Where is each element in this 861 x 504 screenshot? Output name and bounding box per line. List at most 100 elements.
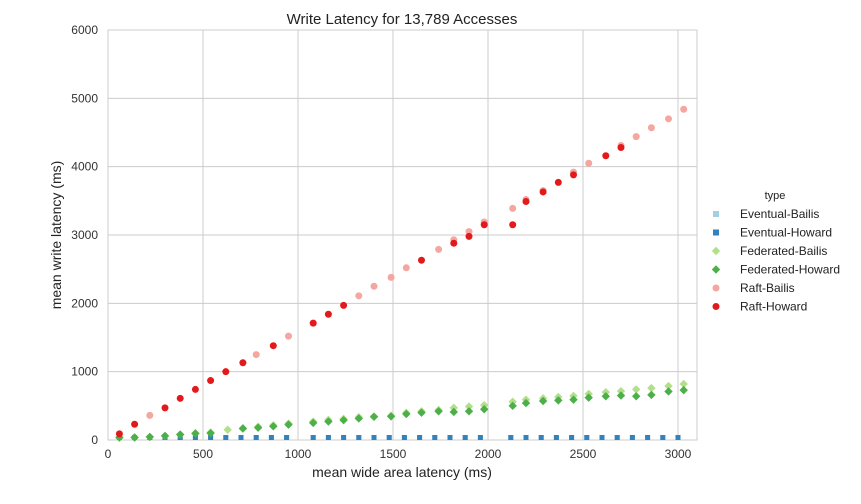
- data-point: [402, 264, 410, 272]
- data-point: [601, 392, 610, 401]
- data-point: [356, 435, 362, 440]
- legend-label: Eventual-Howard: [740, 226, 832, 240]
- legend-marker: [711, 246, 721, 256]
- data-point: [146, 411, 154, 419]
- data-point: [569, 395, 578, 404]
- data-point: [665, 115, 672, 123]
- data-point: [284, 420, 293, 429]
- y-axis-label: mean write latency (ms): [48, 161, 64, 310]
- data-point: [176, 430, 185, 439]
- data-point: [325, 435, 331, 440]
- data-point: [354, 414, 363, 423]
- data-point: [239, 359, 247, 367]
- x-tick-label: 0: [105, 447, 112, 461]
- x-tick-label: 2500: [570, 447, 597, 461]
- data-point: [449, 407, 458, 417]
- legend-label: Raft-Howard: [740, 300, 807, 314]
- data-point: [401, 435, 407, 440]
- data-point: [522, 198, 530, 206]
- data-point: [253, 435, 259, 440]
- data-point: [553, 435, 559, 440]
- data-point: [418, 256, 425, 264]
- data-point: [616, 391, 626, 400]
- data-point: [238, 435, 244, 440]
- data-point: [223, 425, 232, 434]
- x-tick-label: 1500: [380, 447, 407, 461]
- data-point: [680, 105, 688, 113]
- data-point: [417, 408, 426, 417]
- data-point: [417, 435, 423, 440]
- data-point: [521, 398, 531, 408]
- data-point: [569, 435, 575, 440]
- data-point: [369, 412, 379, 421]
- data-point: [509, 221, 517, 229]
- series-raft-howard: [115, 144, 625, 438]
- legend-marker: [712, 303, 720, 310]
- data-point: [434, 407, 443, 416]
- data-point: [584, 393, 593, 402]
- data-point: [386, 435, 392, 440]
- x-tick-label: 1000: [285, 447, 312, 461]
- data-point: [508, 401, 517, 411]
- data-point: [387, 273, 395, 281]
- y-tick-label: 6000: [71, 23, 98, 37]
- data-point: [664, 381, 673, 391]
- data-point: [464, 407, 474, 416]
- data-point: [309, 319, 317, 327]
- data-point: [160, 431, 170, 441]
- data-point: [285, 332, 292, 340]
- data-point: [253, 423, 263, 432]
- data-point: [509, 204, 517, 212]
- data-point: [617, 144, 625, 152]
- data-point: [355, 292, 363, 300]
- data-point: [508, 435, 514, 440]
- data-point: [324, 417, 333, 426]
- legend-label: Federated-Bailis: [740, 244, 827, 258]
- data-point: [386, 412, 396, 421]
- data-point: [252, 351, 260, 359]
- data-point: [432, 435, 438, 440]
- data-point: [176, 394, 184, 402]
- data-point: [538, 396, 548, 406]
- data-point: [402, 409, 411, 419]
- legend-marker: [711, 265, 721, 274]
- x-tick-label: 500: [193, 447, 213, 461]
- data-point: [632, 133, 640, 141]
- data-point: [371, 435, 377, 440]
- x-axis-label: mean wide area latency (ms): [312, 464, 492, 480]
- data-point: [191, 385, 199, 393]
- data-point: [675, 435, 681, 440]
- x-tick-label: 2000: [475, 447, 502, 461]
- legend-marker: [712, 284, 720, 292]
- data-point: [480, 405, 489, 414]
- y-tick-label: 5000: [71, 91, 98, 105]
- data-point: [339, 415, 348, 425]
- data-point: [679, 385, 688, 395]
- data-point: [269, 422, 278, 431]
- x-tick-label: 3000: [665, 447, 692, 461]
- data-point: [523, 435, 529, 440]
- data-point: [664, 387, 673, 396]
- legend-title: type: [765, 190, 786, 202]
- y-tick-label: 4000: [71, 160, 98, 174]
- data-point: [647, 124, 655, 132]
- data-point: [570, 171, 577, 179]
- data-point: [660, 435, 666, 440]
- data-point: [268, 435, 274, 440]
- data-point: [131, 420, 139, 428]
- data-point: [465, 232, 473, 240]
- data-point: [191, 429, 200, 438]
- legend-label: Eventual-Bailis: [740, 207, 819, 221]
- legend-marker: [713, 229, 719, 236]
- data-point: [647, 390, 656, 400]
- data-point: [616, 386, 626, 396]
- data-point: [447, 435, 453, 440]
- data-point: [629, 435, 635, 440]
- data-point: [206, 428, 215, 438]
- legend-label: Raft-Bailis: [740, 281, 795, 295]
- data-point: [602, 152, 610, 160]
- data-point: [435, 245, 443, 253]
- data-point: [679, 379, 688, 389]
- data-point: [370, 282, 378, 290]
